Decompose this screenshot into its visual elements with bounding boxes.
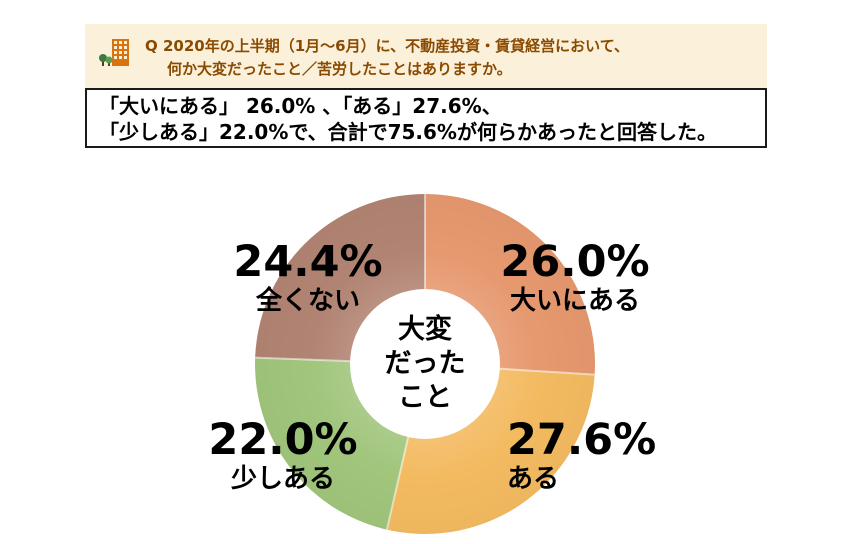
buildings-icon <box>99 38 135 70</box>
segment-percent: 27.6% <box>507 415 657 465</box>
center-title-line3: こと <box>398 381 452 413</box>
chart-center-title: 大変 だった こと <box>385 313 466 414</box>
segment-label-ooiniaru: 26.0% 大いにある <box>450 237 700 317</box>
segment-label-aru: 27.6% ある <box>507 415 757 495</box>
center-title-line2: だった <box>384 348 466 380</box>
question-text: Q 2020年の上半期（1月～6月）に、不動産投資・賃貸経営において、 何か大変… <box>145 35 629 82</box>
summary-line1: 「大いにある」 26.0% 、「ある」27.6%、 <box>99 94 502 118</box>
question-line2: 何か大変だったこと／苦労したことはありますか。 <box>167 60 512 79</box>
segment-percent: 22.0% <box>208 415 358 465</box>
donut-chart-area: 大変 だった こと 26.0% 大いにある 27.6% ある 22.0% 少しあ… <box>0 148 852 544</box>
segment-name: 大いにある <box>509 286 640 317</box>
question-line1: Q 2020年の上半期（1月～6月）に、不動産投資・賃貸経営において、 <box>145 37 629 55</box>
segment-percent: 26.0% <box>500 237 650 287</box>
donut-hole: 大変 だった こと <box>350 289 500 439</box>
summary-line2: 「少しある」22.0%で、合計で75.6%が何らかあったと回答した。 <box>99 120 717 145</box>
segment-name: ある <box>507 464 560 495</box>
segment-label-mattakunai: 24.4% 全くない <box>183 237 433 317</box>
center-title-line1: 大変 <box>398 314 452 346</box>
summary-box: 「大いにある」 26.0% 、「ある」27.6%、 「少しある」22.0%で、合… <box>85 88 767 148</box>
segment-percent: 24.4% <box>233 237 383 287</box>
segment-name: 全くない <box>255 286 360 317</box>
segment-name: 少しある <box>230 464 335 495</box>
question-box: Q 2020年の上半期（1月～6月）に、不動産投資・賃貸経営において、 何か大変… <box>85 24 767 88</box>
segment-label-sukoshiaru: 22.0% 少しある <box>158 415 408 495</box>
segment-divider <box>424 194 426 364</box>
